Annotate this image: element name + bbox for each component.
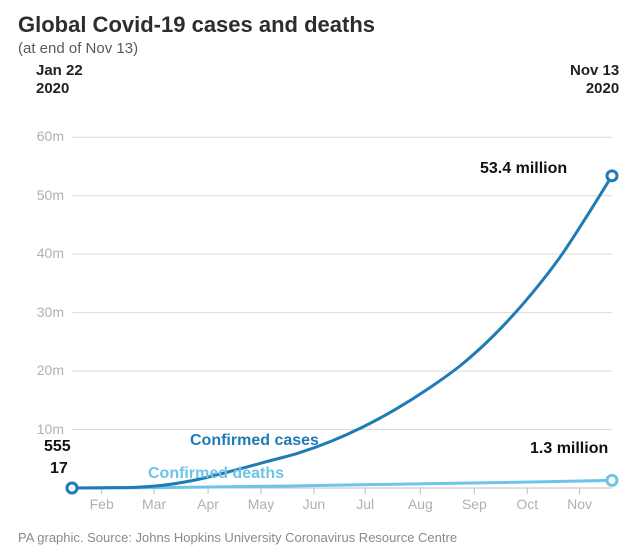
deaths-end-marker [607, 475, 617, 485]
cases-end-value: 53.4 million [480, 160, 567, 178]
cases-start-marker [67, 483, 77, 493]
deaths-series-label: Confirmed deaths [148, 465, 284, 483]
xtick-label: Sep [454, 496, 494, 512]
ytick-label: 50m [24, 187, 64, 203]
xtick-label: Nov [560, 496, 600, 512]
xtick-label: Feb [82, 496, 122, 512]
xtick-label: Jun [294, 496, 334, 512]
ytick-label: 60m [24, 128, 64, 144]
ytick-label: 40m [24, 245, 64, 261]
cases-series-label: Confirmed cases [190, 432, 319, 450]
deaths-end-value: 1.3 million [530, 440, 608, 458]
xtick-label: Oct [507, 496, 547, 512]
xtick-label: Aug [400, 496, 440, 512]
cases-start-value: 555 [44, 438, 71, 456]
ytick-label: 20m [24, 362, 64, 378]
deaths-start-value: 17 [50, 460, 68, 478]
ytick-label: 30m [24, 304, 64, 320]
xtick-label: Apr [188, 496, 228, 512]
chart-svg [0, 0, 640, 556]
xtick-label: Jul [345, 496, 385, 512]
chart-container: { "title": { "text": "Global Covid-19 ca… [0, 0, 640, 556]
xtick-label: May [241, 496, 281, 512]
source-attribution: PA graphic. Source: Johns Hopkins Univer… [18, 530, 457, 545]
ytick-label: 10m [24, 421, 64, 437]
xtick-label: Mar [134, 496, 174, 512]
cases-end-marker [607, 171, 617, 181]
